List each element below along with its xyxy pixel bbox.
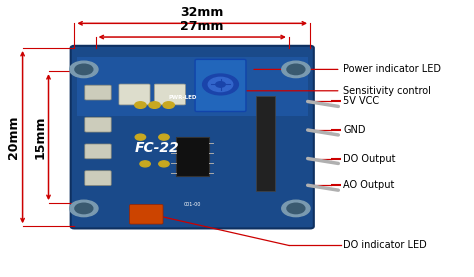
Text: Power indicator LED: Power indicator LED	[343, 64, 441, 75]
Circle shape	[70, 200, 98, 217]
FancyBboxPatch shape	[85, 144, 111, 159]
Text: DO indicator LED: DO indicator LED	[343, 240, 427, 250]
Text: FC-22: FC-22	[135, 141, 179, 155]
FancyBboxPatch shape	[119, 84, 150, 105]
FancyBboxPatch shape	[129, 205, 163, 224]
Circle shape	[159, 134, 169, 140]
FancyBboxPatch shape	[85, 85, 111, 100]
Bar	[176, 137, 209, 176]
FancyBboxPatch shape	[195, 59, 246, 111]
FancyBboxPatch shape	[71, 46, 314, 229]
Text: GND: GND	[343, 125, 365, 135]
Text: 20mm: 20mm	[7, 116, 19, 159]
Circle shape	[216, 82, 225, 87]
Text: DO Output: DO Output	[343, 153, 395, 163]
Circle shape	[202, 74, 238, 95]
Text: 001-00: 001-00	[183, 202, 201, 207]
Text: PWR-LED: PWR-LED	[169, 95, 197, 101]
Circle shape	[159, 161, 169, 167]
Circle shape	[163, 102, 174, 108]
Text: 5V VCC: 5V VCC	[343, 96, 379, 106]
Text: 15mm: 15mm	[34, 116, 46, 159]
Circle shape	[282, 200, 310, 217]
Circle shape	[287, 203, 305, 214]
Circle shape	[208, 77, 233, 92]
Bar	[256, 96, 275, 191]
Circle shape	[149, 102, 160, 108]
Text: 32mm: 32mm	[180, 6, 223, 19]
Circle shape	[282, 61, 310, 78]
Circle shape	[135, 102, 146, 108]
FancyBboxPatch shape	[77, 57, 308, 116]
Circle shape	[140, 161, 150, 167]
Circle shape	[135, 134, 146, 140]
Circle shape	[287, 64, 305, 75]
Text: AO Output: AO Output	[343, 180, 394, 190]
FancyBboxPatch shape	[85, 171, 111, 186]
FancyBboxPatch shape	[155, 84, 185, 105]
Text: 27mm: 27mm	[180, 20, 223, 34]
Circle shape	[75, 64, 93, 75]
FancyBboxPatch shape	[85, 117, 111, 132]
Circle shape	[70, 61, 98, 78]
Text: Sensitivity control: Sensitivity control	[343, 86, 431, 96]
Circle shape	[75, 203, 93, 214]
